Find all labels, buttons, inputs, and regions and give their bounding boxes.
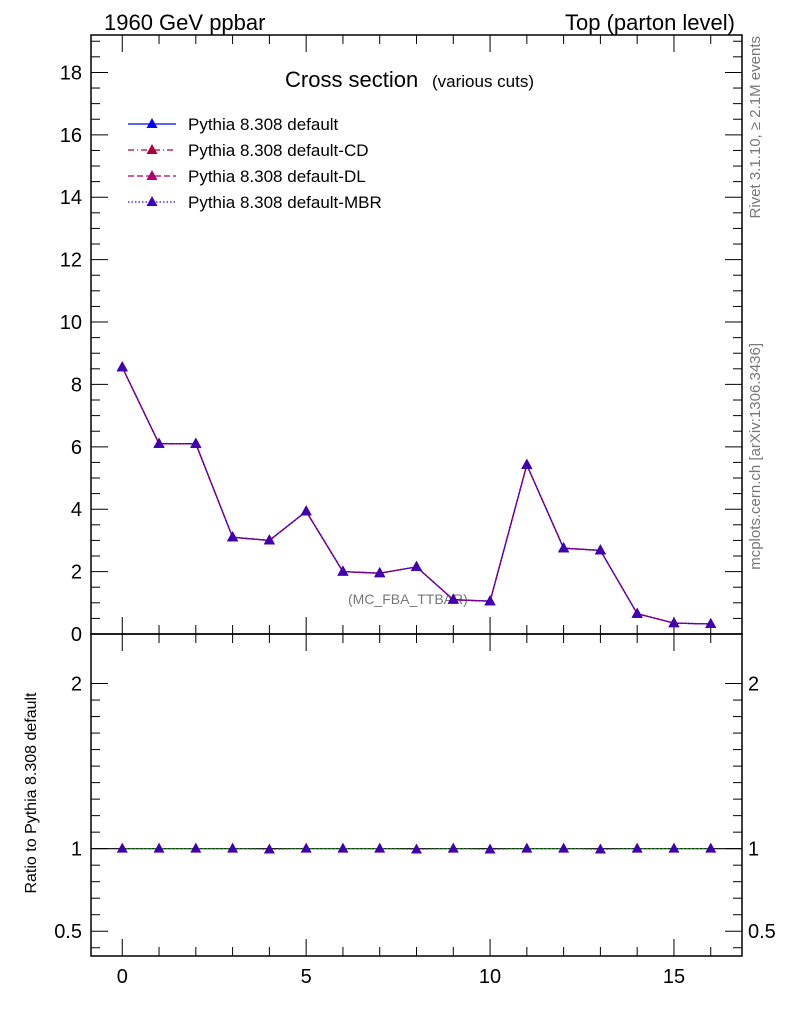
data-point-mbr: [521, 458, 533, 469]
main-series-group: [116, 361, 717, 629]
ratio-point: [411, 843, 422, 854]
series-line-cd: [121, 367, 711, 625]
main-y-tick-label: 18: [60, 62, 82, 84]
data-point-mbr: [411, 560, 422, 571]
chart-subtitle: (various cuts): [432, 72, 534, 91]
data-point-mbr: [447, 593, 459, 604]
ratio-point: [153, 842, 165, 853]
ratio-point: [190, 842, 202, 853]
main-y-tick-label: 14: [60, 187, 82, 209]
main-y-tick-label: 0: [71, 624, 82, 646]
ratio-point: [668, 842, 680, 853]
x-tick-label: 0: [117, 966, 128, 988]
legend-marker-cd: [146, 144, 158, 154]
data-point-mbr: [558, 542, 570, 553]
data-point-mbr: [631, 607, 643, 618]
ratio-point: [705, 842, 717, 853]
data-point-mbr: [668, 617, 680, 628]
ratio-point: [227, 842, 239, 853]
legend-marker-default: [146, 118, 158, 128]
data-point-mbr: [484, 595, 496, 606]
data-point-mbr: [116, 361, 128, 372]
main-y-tick-label: 10: [60, 312, 82, 334]
main-y-tick-label: 4: [71, 499, 82, 521]
data-point-mbr: [153, 437, 165, 448]
ratio-point: [116, 842, 128, 853]
ratio-panel-frame: [90, 633, 743, 957]
ratio-point: [594, 843, 606, 854]
main-y-tick-label: 2: [71, 562, 82, 584]
header-left: 1960 GeV ppbar: [104, 10, 265, 35]
legend: Pythia 8.308 default Pythia 8.308 default…: [128, 115, 382, 212]
ratio-point: [521, 842, 533, 853]
legend-marker-dl: [146, 170, 158, 180]
analysis-watermark: (MC_FBA_TTBAR): [348, 591, 468, 607]
legend-label-default: Pythia 8.308 default: [188, 115, 339, 134]
main-y-tick-label: 8: [71, 374, 82, 396]
ratio-point: [300, 842, 312, 853]
data-point-mbr: [190, 437, 202, 448]
ratio-y-tick-label: 0.5: [54, 921, 82, 943]
ratio-point: [263, 843, 275, 854]
ratio-series-group: [91, 842, 742, 854]
main-y-axis: 0 2 4 6 8 10 12 14 16 18: [60, 40, 742, 646]
ratio-point: [337, 842, 349, 853]
ratio-y-tick-label: 1: [71, 839, 82, 861]
main-y-tick-label: 12: [60, 250, 82, 272]
ratio-y-axis-label: Ratio to Pythia 8.308 default: [23, 692, 40, 894]
ratio-point: [631, 842, 643, 853]
data-point-mbr: [263, 534, 275, 545]
ratio-point: [374, 842, 386, 853]
series-line-mbr: [121, 367, 711, 625]
ratio-point: [484, 843, 496, 854]
legend-label-dl: Pythia 8.308 default-DL: [188, 167, 366, 186]
rivet-version-text: Rivet 3.1.10, ≥ 2.1M events: [747, 36, 764, 219]
ratio-point: [447, 842, 459, 853]
data-point-mbr: [374, 567, 386, 578]
main-y-tick-label: 16: [60, 125, 82, 147]
header-right: Top (parton level): [565, 10, 735, 35]
main-x-ticks: [121, 35, 712, 634]
series-line-default: [121, 367, 711, 625]
ratio-axis: 0 5 10 15 0.5 0.5 1 1 2 2: [54, 634, 776, 988]
ratio-point: [558, 842, 570, 853]
ratio-y-tick-label-right: 0.5: [748, 921, 776, 943]
main-y-tick-label: 6: [71, 437, 82, 459]
data-point-mbr: [300, 505, 312, 516]
ratio-y-tick-label-right: 1: [748, 839, 759, 861]
legend-label-cd: Pythia 8.308 default-CD: [188, 141, 369, 160]
data-point-mbr: [227, 531, 239, 542]
data-point-mbr: [705, 618, 717, 629]
legend-label-mbr: Pythia 8.308 default-MBR: [188, 193, 382, 212]
x-tick-label: 5: [301, 966, 312, 988]
legend-marker-mbr: [146, 196, 158, 206]
chart-title: Cross section: [285, 67, 418, 92]
ratio-y-tick-label: 2: [71, 674, 82, 696]
source-url-text: mcplots.cern.ch [arXiv:1306.3436]: [747, 343, 764, 570]
x-tick-label: 15: [663, 966, 685, 988]
data-point-mbr: [337, 565, 349, 576]
ratio-y-tick-label-right: 2: [748, 674, 759, 696]
data-point-mbr: [594, 544, 606, 555]
series-line-dl: [121, 367, 711, 625]
x-tick-label: 10: [479, 966, 501, 988]
